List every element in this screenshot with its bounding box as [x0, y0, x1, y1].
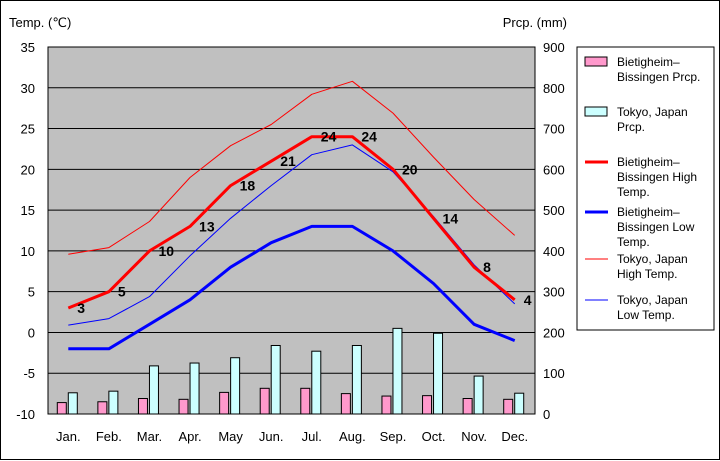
right-tick-label: 400 [543, 244, 565, 259]
x-tick-label: Jan. [56, 429, 81, 444]
right-tick-label: 700 [543, 122, 565, 137]
legend-label: Bietigheim– [617, 155, 680, 169]
left-tick-label: 15 [21, 203, 35, 218]
x-tick-label: Dec. [501, 429, 528, 444]
data-label: 18 [240, 178, 256, 194]
precip-bar [108, 390, 119, 415]
data-label: 20 [402, 161, 418, 177]
data-label: 24 [361, 129, 377, 145]
left-tick-label: 5 [28, 285, 35, 300]
precip-bar [300, 387, 311, 415]
precip-bar [392, 327, 403, 415]
data-label: 3 [77, 300, 85, 316]
x-tick-label: May [218, 429, 243, 444]
precip-bar [259, 387, 270, 415]
precip-bar [351, 344, 362, 415]
left-tick-label: 20 [21, 162, 35, 177]
right-tick-label: 600 [543, 162, 565, 177]
legend-label: Tokyo, Japan [617, 293, 688, 307]
x-tick-label: Nov. [461, 429, 487, 444]
legend-label: Tokyo, Japan [617, 105, 688, 119]
precip-bar [270, 344, 281, 415]
precip-bar [230, 357, 241, 415]
left-axis-label: Temp. (℃) [9, 15, 71, 30]
precip-bar [514, 392, 525, 415]
legend-box [576, 46, 715, 331]
legend-label: Bissingen High [617, 170, 697, 184]
legend-label: Bietigheim– [617, 55, 680, 69]
left-tick-label: 30 [21, 81, 35, 96]
precip-bar [503, 398, 514, 415]
right-tick-label: 500 [543, 203, 565, 218]
right-tick-label: 300 [543, 285, 565, 300]
precip-bar [56, 402, 67, 415]
data-label: 21 [280, 153, 296, 169]
x-tick-label: Mar. [137, 429, 162, 444]
data-label: 5 [118, 284, 126, 300]
right-tick-label: 0 [543, 407, 550, 422]
data-label: 14 [443, 210, 459, 226]
precip-bar [137, 398, 148, 415]
precip-bar [473, 375, 484, 415]
legend-label: Temp. [617, 235, 650, 249]
x-tick-label: Apr. [178, 429, 201, 444]
precip-bar [422, 395, 433, 415]
right-tick-label: 100 [543, 366, 565, 381]
precip-bar [97, 401, 108, 415]
left-tick-label: 10 [21, 244, 35, 259]
right-tick-label: 200 [543, 325, 565, 340]
left-tick-label: -10 [16, 407, 35, 422]
data-label: 10 [158, 243, 174, 259]
legend-label: Bissingen Low [617, 220, 695, 234]
precip-bar [148, 365, 159, 415]
legend-swatch [584, 56, 608, 67]
x-tick-label: Feb. [96, 429, 122, 444]
data-label: 8 [483, 259, 491, 275]
right-tick-label: 900 [543, 40, 565, 55]
temp-line-thin [68, 80, 516, 255]
left-tick-label: 25 [21, 122, 35, 137]
x-tick-label: Sep. [380, 429, 407, 444]
legend-label: Temp. [617, 185, 650, 199]
legend-label: Low Temp. [617, 308, 675, 322]
plot-area [47, 46, 536, 415]
x-tick-label: Oct. [422, 429, 446, 444]
legend-label: High Temp. [617, 267, 677, 281]
legend-label: Prcp. [617, 120, 645, 134]
right-axis-label: Prcp. (mm) [503, 15, 567, 30]
right-tick-label: 800 [543, 81, 565, 96]
precip-bar [67, 392, 78, 415]
x-tick-label: Aug. [339, 429, 366, 444]
precip-bar [433, 332, 444, 415]
left-tick-label: -5 [23, 366, 35, 381]
temp-line-thick [67, 135, 516, 310]
legend-label: Tokyo, Japan [617, 252, 688, 266]
legend-label: Bietigheim– [617, 205, 680, 219]
x-tick-label: Jun. [259, 429, 284, 444]
precip-bar [189, 362, 200, 415]
precip-bar [462, 398, 473, 415]
temp-line-thick [68, 224, 516, 351]
x-tick-label: Jul. [302, 429, 322, 444]
left-tick-label: 35 [21, 40, 35, 55]
precip-bar [340, 393, 351, 415]
legend-swatch [584, 106, 608, 117]
precip-bar [381, 395, 392, 415]
data-label: 13 [199, 218, 215, 234]
data-label: 4 [524, 292, 532, 308]
data-label: 24 [321, 129, 337, 145]
legend-label: Bissingen Prcp. [617, 70, 700, 84]
precip-bar [311, 350, 322, 415]
precip-bar [219, 391, 230, 415]
precip-bar [178, 398, 189, 415]
left-tick-label: 0 [28, 325, 35, 340]
